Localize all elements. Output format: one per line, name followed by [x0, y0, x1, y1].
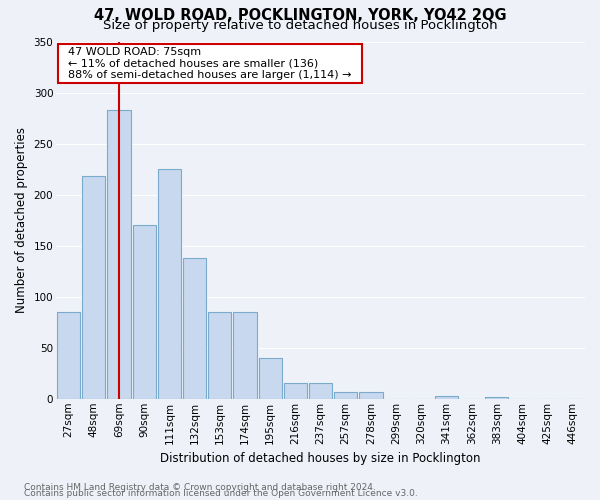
Bar: [107, 110, 131, 399]
Bar: [485, 396, 508, 399]
X-axis label: Distribution of detached houses by size in Pocklington: Distribution of detached houses by size …: [160, 452, 481, 465]
Bar: [233, 312, 257, 399]
Bar: [133, 225, 156, 399]
Bar: [359, 392, 383, 399]
Bar: [334, 392, 358, 399]
Bar: [309, 384, 332, 399]
Text: Contains HM Land Registry data © Crown copyright and database right 2024.: Contains HM Land Registry data © Crown c…: [24, 484, 376, 492]
Bar: [284, 384, 307, 399]
Y-axis label: Number of detached properties: Number of detached properties: [15, 127, 28, 313]
Bar: [259, 358, 282, 399]
Text: Size of property relative to detached houses in Pocklington: Size of property relative to detached ho…: [103, 18, 497, 32]
Bar: [183, 258, 206, 399]
Text: Contains public sector information licensed under the Open Government Licence v3: Contains public sector information licen…: [24, 490, 418, 498]
Text: 47, WOLD ROAD, POCKLINGTON, YORK, YO42 2QG: 47, WOLD ROAD, POCKLINGTON, YORK, YO42 2…: [94, 8, 506, 22]
Bar: [82, 176, 106, 399]
Bar: [208, 312, 232, 399]
Bar: [57, 312, 80, 399]
Text: 47 WOLD ROAD: 75sqm
  ← 11% of detached houses are smaller (136)
  88% of semi-d: 47 WOLD ROAD: 75sqm ← 11% of detached ho…: [61, 47, 359, 80]
Bar: [435, 396, 458, 399]
Bar: [158, 169, 181, 399]
